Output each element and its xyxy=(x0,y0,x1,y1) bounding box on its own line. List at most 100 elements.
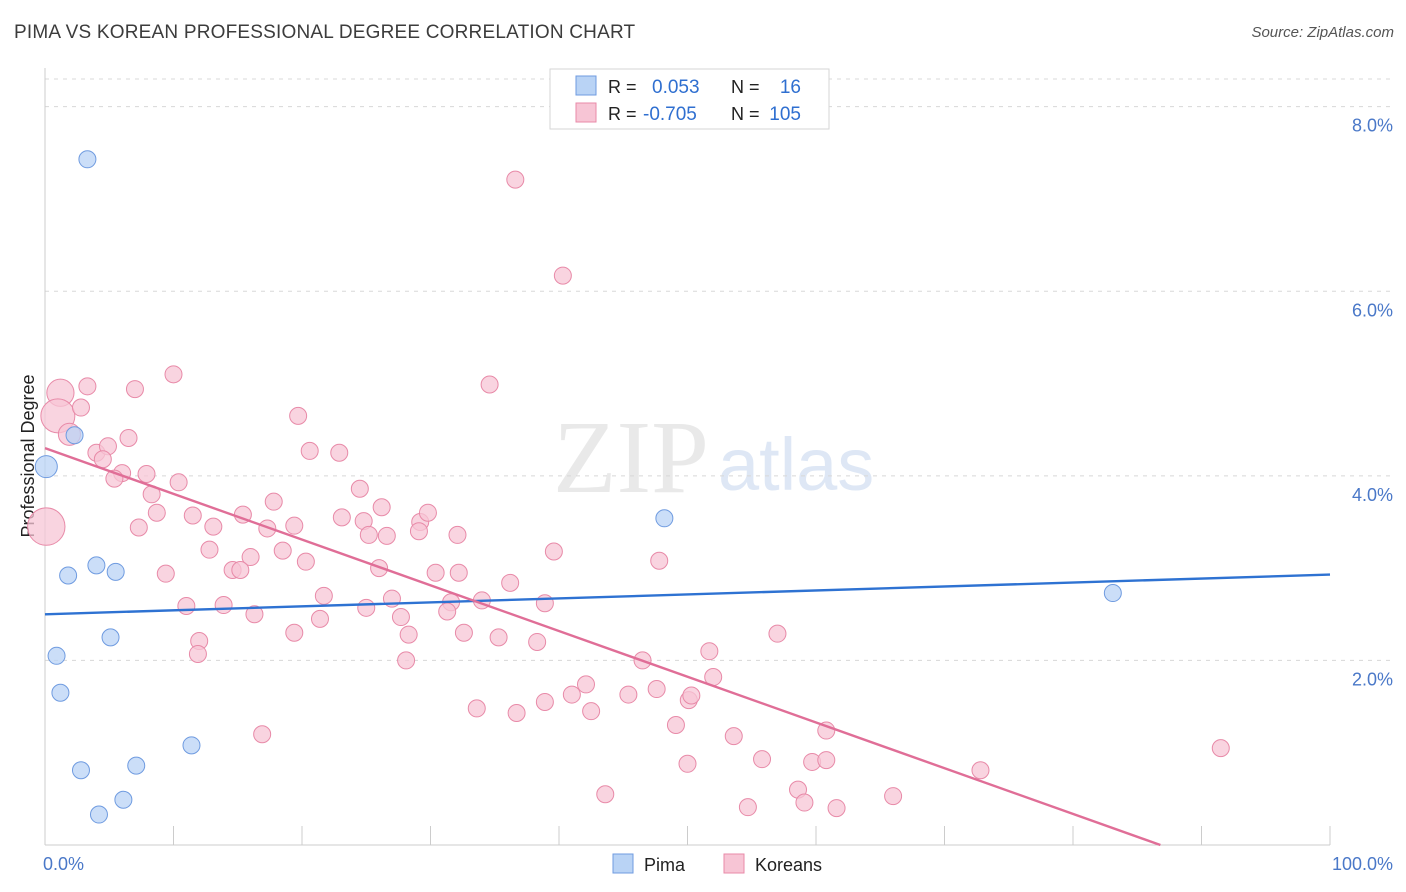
pima-legend-swatch xyxy=(575,75,597,96)
korean-point xyxy=(535,692,554,711)
korean-point xyxy=(169,473,188,492)
korean-point xyxy=(827,799,846,818)
korean-point xyxy=(884,787,903,806)
x-tick-label-min: 0.0% xyxy=(43,854,84,874)
pima-point xyxy=(182,736,201,755)
korean-point xyxy=(467,699,486,718)
korean-point xyxy=(372,498,391,517)
korean-point xyxy=(576,675,595,694)
korean-point xyxy=(241,548,260,567)
korean-point xyxy=(296,552,315,571)
korean-point xyxy=(596,785,615,804)
korean-point xyxy=(200,540,219,559)
pima-point xyxy=(78,150,97,169)
korean-point xyxy=(397,651,416,670)
pima-r-value: 0.053 xyxy=(652,77,700,98)
korean-point xyxy=(409,522,428,541)
x-tick-labels: 0.0% 100.0% xyxy=(43,854,1393,874)
korean-point xyxy=(214,596,233,615)
korean-points xyxy=(27,170,1230,818)
pima-point xyxy=(87,556,106,575)
korean-n-label: N = xyxy=(731,104,760,124)
pima-point xyxy=(51,683,70,702)
pima-point xyxy=(65,426,84,445)
korean-point xyxy=(289,406,308,425)
korean-point xyxy=(501,573,520,592)
korean-point xyxy=(137,464,156,483)
korean-point xyxy=(125,380,144,399)
pima-point xyxy=(127,756,146,775)
korean-point xyxy=(619,685,638,704)
korean-point xyxy=(448,525,467,544)
korean-point xyxy=(377,526,396,545)
korean-point xyxy=(245,605,264,624)
pima-point xyxy=(101,628,120,647)
korean-point xyxy=(156,564,175,583)
korean-point xyxy=(454,623,473,642)
korean-point xyxy=(332,508,351,527)
x-tick-label-max: 100.0% xyxy=(1332,854,1393,874)
korean-point xyxy=(264,492,283,511)
pima-point xyxy=(89,805,108,824)
korean-point xyxy=(682,686,701,705)
korean-point xyxy=(78,377,97,396)
korean-point xyxy=(253,725,272,744)
korean-point xyxy=(285,623,304,642)
pima-points xyxy=(34,150,1122,824)
korean-point xyxy=(647,680,666,699)
korean-point xyxy=(300,441,319,460)
korean-point xyxy=(753,750,772,769)
korean-point xyxy=(330,443,349,462)
korean-point xyxy=(678,754,697,773)
y-tick-label: 6.0% xyxy=(1352,300,1393,320)
pima-legend-label: Pima xyxy=(644,855,686,875)
series-legend: Pima Koreans xyxy=(612,853,822,875)
korean-point xyxy=(204,517,223,536)
korean-r-label: R = xyxy=(608,104,637,124)
korean-point xyxy=(738,798,757,817)
watermark: ZIP atlas xyxy=(553,400,874,515)
pima-point xyxy=(34,455,58,479)
pima-point xyxy=(1103,584,1122,603)
korean-point xyxy=(724,727,743,746)
korean-point xyxy=(418,503,437,522)
pima-legend-key xyxy=(612,853,634,874)
korean-point xyxy=(795,793,814,812)
chart-title: PIMA VS KOREAN PROFESSIONAL DEGREE CORRE… xyxy=(14,22,636,43)
pima-r-label: R = xyxy=(608,77,637,97)
korean-point xyxy=(273,541,292,560)
korean-point xyxy=(1211,739,1230,758)
korean-point xyxy=(480,375,499,394)
korean-point xyxy=(147,503,166,522)
korean-point xyxy=(582,702,601,721)
korean-point xyxy=(391,608,410,627)
pima-point xyxy=(106,562,125,581)
korean-r-value: -0.705 xyxy=(643,104,697,125)
korean-point xyxy=(971,761,990,780)
korean-point xyxy=(350,479,369,498)
korean-point xyxy=(553,266,572,285)
korean-point xyxy=(310,609,329,628)
korean-point xyxy=(129,518,148,537)
pima-n-value: 16 xyxy=(780,77,801,98)
korean-point xyxy=(164,365,183,384)
korean-point xyxy=(357,598,376,617)
stats-legend: R = 0.053 N = 16 R = -0.705 N = 105 xyxy=(549,68,830,130)
korean-point xyxy=(666,716,685,735)
korean-point xyxy=(768,624,787,643)
pima-point xyxy=(59,566,78,585)
y-axis-title: Professional Degree xyxy=(18,374,38,537)
pima-point xyxy=(655,509,674,528)
trend-lines xyxy=(44,447,1331,847)
korean-point xyxy=(817,751,836,770)
korean-point xyxy=(359,525,378,544)
y-tick-labels: 2.0% 4.0% 6.0% 8.0% xyxy=(1352,116,1393,690)
korean-point xyxy=(535,594,554,613)
korean-legend-key xyxy=(723,853,745,874)
korean-point xyxy=(93,450,112,469)
pima-point xyxy=(71,761,90,780)
watermark-atlas: atlas xyxy=(718,423,874,506)
y-tick-label: 8.0% xyxy=(1352,116,1393,136)
korean-point xyxy=(314,586,333,605)
